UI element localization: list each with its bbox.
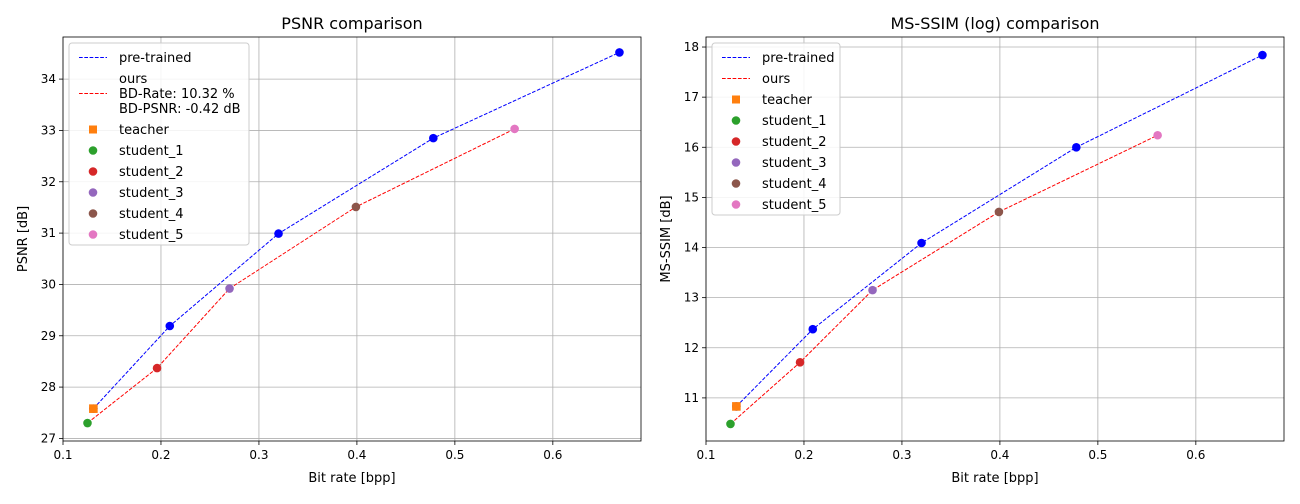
legend-label: student_1 bbox=[762, 114, 826, 129]
legend-label: pre-trained bbox=[119, 51, 192, 66]
legend-label-line: BD-PSNR: -0.42 dB bbox=[119, 102, 241, 117]
plot-frame bbox=[62, 36, 642, 442]
legend-swatch-circle bbox=[88, 230, 98, 239]
point-student_2 bbox=[795, 358, 805, 367]
series-point-pre-trained bbox=[429, 133, 438, 143]
y-tick-label: 27 bbox=[41, 431, 56, 445]
series-point-pre-trained bbox=[808, 324, 818, 334]
legend-label: student_4 bbox=[119, 207, 183, 222]
y-tick-label: 12 bbox=[684, 341, 699, 355]
y-tick-label: 29 bbox=[41, 329, 56, 343]
series-point-pre-trained bbox=[615, 48, 624, 57]
series-line-ours bbox=[730, 134, 1158, 425]
legend-label: ours bbox=[762, 72, 791, 87]
legend-swatch-circle bbox=[88, 167, 98, 176]
series-point-pre-trained bbox=[165, 321, 175, 331]
x-tick-label: 0.3 bbox=[892, 448, 911, 462]
x-tick-label: 0.2 bbox=[794, 448, 813, 462]
y-tick-label: 11 bbox=[684, 391, 699, 405]
series-point-pre-trained bbox=[1258, 50, 1267, 60]
legend-swatch-circle bbox=[731, 137, 741, 146]
point-student_4 bbox=[351, 202, 361, 212]
legend-label: student_3 bbox=[762, 156, 826, 171]
legend-swatch-circle bbox=[88, 209, 98, 218]
legend-label: teacher bbox=[762, 93, 812, 108]
legend-swatch-circle bbox=[731, 158, 741, 167]
point-teacher bbox=[732, 402, 741, 411]
y-tick-label: 32 bbox=[41, 175, 56, 189]
x-tick-label: 0.5 bbox=[445, 448, 464, 462]
series-point-pre-trained bbox=[917, 238, 926, 248]
legend-swatch-circle bbox=[731, 179, 741, 188]
series-point-pre-trained bbox=[1072, 142, 1081, 152]
plot-frame bbox=[705, 36, 1285, 442]
y-tick-label: 15 bbox=[684, 190, 699, 204]
point-student_3 bbox=[225, 284, 234, 293]
legend-swatch-circle bbox=[731, 116, 741, 125]
y-axis-label: MS-SSIM [dB] bbox=[659, 195, 674, 282]
series-point-pre-trained bbox=[274, 229, 283, 238]
chart-panel-2: 0.1 0.2 0.3 0.4 0.5 0.6 11 12 13 14 15 16 17 18 MS-SSI… bbox=[659, 14, 1285, 486]
y-tick-label: 14 bbox=[684, 241, 699, 255]
legend-swatch-circle bbox=[88, 146, 98, 155]
point-teacher bbox=[89, 404, 98, 413]
x-tick-label: 0.4 bbox=[347, 448, 366, 462]
legend-label: student_3 bbox=[119, 186, 183, 201]
x-tick-label: 0.6 bbox=[1186, 448, 1205, 462]
legend-label: student_2 bbox=[119, 165, 183, 180]
y-tick-label: 31 bbox=[41, 226, 56, 240]
legend-label: student_4 bbox=[762, 177, 826, 192]
y-tick-label: 13 bbox=[684, 291, 699, 305]
point-student_3 bbox=[868, 285, 877, 295]
chart-title: PSNR comparison bbox=[281, 14, 422, 33]
y-tick-label: 34 bbox=[41, 72, 56, 86]
legend-label: student_2 bbox=[762, 135, 826, 150]
point-student_5 bbox=[1153, 130, 1162, 140]
x-tick-label: 0.4 bbox=[990, 448, 1009, 462]
x-tick-label: 0.6 bbox=[543, 448, 562, 462]
legend-swatch-square bbox=[732, 95, 740, 104]
x-tick-label: 0.3 bbox=[249, 448, 268, 462]
y-tick-label: 16 bbox=[684, 140, 699, 154]
point-student_1 bbox=[726, 419, 735, 429]
chart-panel-1: 0.1 0.2 0.3 0.4 0.5 0.6 27 28 29 30 31 32 33 34 PSNR c… bbox=[16, 14, 642, 486]
y-tick-label: 30 bbox=[41, 277, 56, 291]
y-tick-label: 17 bbox=[684, 90, 699, 104]
x-tick-label: 0.1 bbox=[696, 448, 715, 462]
point-student_1 bbox=[83, 418, 92, 428]
y-tick-label: 33 bbox=[41, 123, 56, 137]
y-tick-label: 18 bbox=[684, 40, 699, 54]
legend-swatch-circle bbox=[88, 188, 98, 197]
x-tick-label: 0.5 bbox=[1088, 448, 1107, 462]
legend-label: student_5 bbox=[762, 198, 826, 213]
x-axis-label: Bit rate [bpp] bbox=[308, 471, 395, 486]
legend-label: pre-trained bbox=[762, 51, 835, 66]
x-axis-label: Bit rate [bpp] bbox=[951, 471, 1038, 486]
legend-swatch-circle bbox=[731, 200, 741, 209]
legend-box bbox=[68, 42, 250, 246]
point-student_4 bbox=[994, 207, 1004, 217]
legend: pre-trained ours teacher student_1 student_2… bbox=[711, 42, 841, 216]
legend-label: teacher bbox=[119, 123, 169, 138]
y-tick-label: 28 bbox=[41, 380, 56, 394]
point-student_5 bbox=[510, 124, 519, 134]
legend: pre-trained ours BD-Rate: 10.32 % BD-PSNR: … bbox=[68, 42, 250, 246]
legend-label-line: ours bbox=[119, 72, 148, 87]
chart-title: MS-SSIM (log) comparison bbox=[890, 14, 1099, 33]
x-tick-label: 0.2 bbox=[151, 448, 170, 462]
legend-label: student_1 bbox=[119, 144, 183, 159]
legend-box bbox=[711, 42, 841, 216]
legend-label: ours BD-Rate: 10.32 % BD-PSNR: -0.42 dB bbox=[119, 72, 241, 117]
legend-label: student_5 bbox=[119, 228, 183, 243]
legend-label-line: BD-Rate: 10.32 % bbox=[119, 87, 235, 102]
x-tick-label: 0.1 bbox=[53, 448, 72, 462]
y-axis-label: PSNR [dB] bbox=[16, 206, 31, 272]
legend-swatch-square bbox=[89, 125, 97, 134]
point-student_2 bbox=[152, 363, 162, 373]
